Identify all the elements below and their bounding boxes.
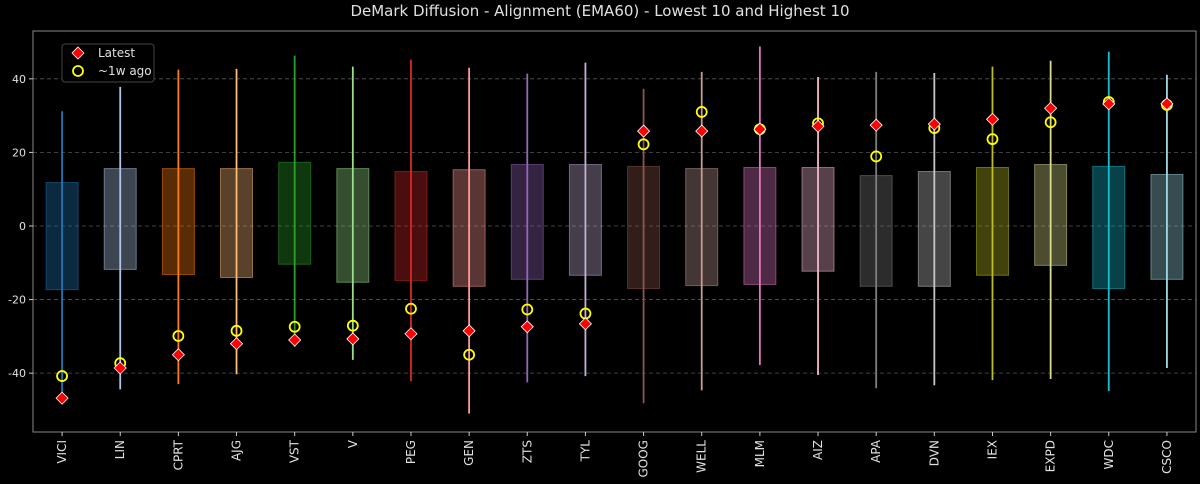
category-vst <box>278 55 312 348</box>
y-tick-label: 40 <box>12 73 26 86</box>
category-gen <box>452 67 486 414</box>
latest-point <box>753 122 767 136</box>
latest-point <box>695 124 709 138</box>
y-tick-label: -20 <box>8 294 26 307</box>
latest-point <box>578 317 592 331</box>
category-cprt <box>161 69 195 385</box>
x-axis: VICI LIN CPRT AJG VST V PEG GEN ZTS TYL GOOG WELL ML… <box>55 432 1174 478</box>
category-mlm <box>743 46 777 366</box>
x-tick-label: AIZ <box>811 440 825 460</box>
x-tick-label: DVN <box>927 440 941 466</box>
legend-week-ago-marker <box>72 65 84 77</box>
category-v <box>336 66 370 360</box>
latest-point <box>346 332 360 346</box>
category-wdc <box>1092 51 1126 392</box>
latest-point <box>404 327 418 341</box>
x-tick-label: VICI <box>55 440 69 464</box>
category-csco <box>1150 74 1184 368</box>
legend: Latest ~1w ago <box>61 43 155 83</box>
y-tick-label: -40 <box>8 367 26 380</box>
week-ago-point <box>230 324 243 337</box>
latest-point <box>171 348 185 362</box>
week-ago-point <box>56 370 68 382</box>
latest-point <box>55 391 69 405</box>
x-tick-label: ZTS <box>520 440 534 463</box>
plot-frame <box>32 30 1197 433</box>
x-tick-label: WELL <box>695 440 709 473</box>
x-tick-label: LIN <box>113 440 127 459</box>
category-well <box>685 71 719 391</box>
latest-point <box>462 324 476 338</box>
latest-point <box>985 112 1000 126</box>
x-tick-label: AJG <box>230 440 244 461</box>
category-ajg <box>220 68 254 375</box>
week-ago-point <box>288 320 301 333</box>
category-tyl <box>568 62 602 377</box>
legend-box <box>61 43 155 83</box>
latest-point <box>869 118 883 132</box>
latest-point <box>288 333 302 347</box>
category-iex <box>975 66 1009 381</box>
category-aiz <box>801 76 835 375</box>
week-ago-point <box>870 150 883 163</box>
x-tick-label: CSCO <box>1160 440 1174 474</box>
latest-point <box>811 119 825 133</box>
grid <box>33 78 1196 374</box>
x-tick-label: MLM <box>753 440 767 467</box>
latest-point <box>927 117 941 131</box>
category-peg <box>394 59 428 382</box>
x-tick-label: GOOG <box>637 440 651 478</box>
week-ago-point <box>695 106 708 118</box>
y-tick-label: 20 <box>12 146 26 159</box>
chart-title: DeMark Diffusion - Alignment (EMA60) - L… <box>350 2 849 20</box>
category-dvn <box>917 72 951 386</box>
x-tick-label: VST <box>288 439 302 463</box>
category-goog <box>627 88 661 404</box>
category-apa <box>859 71 893 389</box>
x-tick-label: EXPD <box>1044 440 1058 472</box>
category-lin <box>103 86 137 390</box>
x-tick-label: PEG <box>404 440 418 464</box>
category-expd <box>1034 60 1068 380</box>
latest-point <box>1044 101 1058 115</box>
x-tick-label: APA <box>869 439 883 463</box>
latest-point <box>1102 97 1116 111</box>
legend-latest-marker <box>71 46 85 60</box>
week-ago-point <box>346 319 359 332</box>
x-tick-label: V <box>346 439 360 448</box>
y-tick-label: 0 <box>19 220 26 233</box>
legend-week-ago-label: ~1w ago <box>98 64 152 78</box>
legend-latest-label: Latest <box>98 46 135 60</box>
latest-point <box>520 320 534 334</box>
week-ago-point <box>521 303 534 316</box>
latest-point <box>1160 97 1174 111</box>
week-ago-point <box>172 330 185 342</box>
latest-point <box>229 337 244 351</box>
week-ago-point <box>986 133 999 146</box>
x-tick-label: IEX <box>985 440 999 459</box>
week-ago-point <box>405 302 417 315</box>
x-tick-label: WDC <box>1102 440 1116 469</box>
week-ago-point <box>1044 116 1057 129</box>
category-zts <box>510 73 544 383</box>
week-ago-point <box>463 348 476 361</box>
x-tick-label: CPRT <box>171 439 185 470</box>
y-axis: -40 -20 0 20 40 <box>8 73 33 380</box>
category-vici <box>45 111 79 405</box>
x-tick-label: GEN <box>462 440 476 466</box>
marks <box>45 46 1184 414</box>
latest-point <box>637 124 651 138</box>
latest-point <box>113 361 127 375</box>
week-ago-point <box>637 138 650 151</box>
x-tick-label: TYL <box>578 440 592 463</box>
